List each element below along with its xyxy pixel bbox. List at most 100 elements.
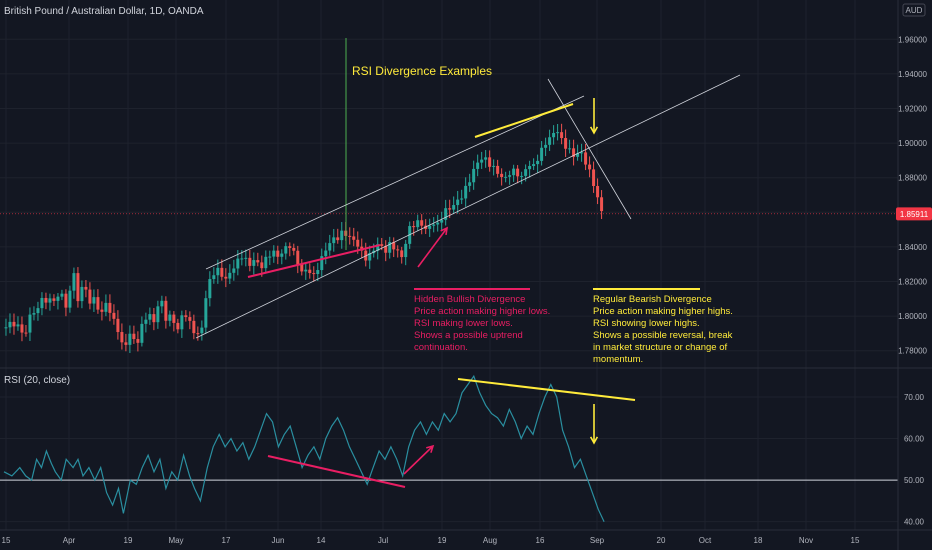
candle [396,245,400,258]
candle-body [36,308,40,314]
candle-body [492,165,496,167]
candle [168,310,172,327]
time-tick-label: Apr [63,536,76,545]
price-higher-lows-line [247,244,381,278]
candle-body [592,169,596,187]
candle-body [580,152,584,154]
candle [232,259,236,281]
candle [528,160,532,178]
candle-body [204,298,208,328]
candle [460,189,464,205]
candle-body [328,243,332,251]
candle [188,311,192,330]
candle-body [312,273,316,275]
candle [452,196,456,214]
candle [560,123,564,145]
candle-body [40,297,44,309]
candle-body [352,236,356,240]
last-price-badge: 1.85911 [896,207,932,221]
candle [60,289,64,301]
candle-body [16,324,20,327]
arrow-head [589,436,599,445]
candle-body [368,253,372,261]
candle-body [548,137,552,145]
candle [468,173,472,192]
candle-body [88,289,92,304]
candle [68,285,72,313]
candle [244,249,248,267]
candle-body [356,239,360,247]
candle [124,333,128,352]
candle-body [200,327,204,334]
candle-body [336,237,340,241]
candle [320,248,324,277]
time-tick-label: 15 [851,536,860,545]
candle-body [528,166,532,170]
candle-body [252,260,256,266]
candle-body [32,313,36,315]
candle [200,320,204,341]
candle [148,307,152,325]
candle-body [484,157,488,160]
arrow-head [426,444,435,453]
candle [304,263,308,280]
candle-body [300,264,304,272]
candle [264,250,268,273]
candle-body [56,296,60,301]
rsi-lower-lows-line [267,455,406,488]
bullish-note-line: Hidden Bullish Divergence [414,294,525,305]
candle-body [164,300,168,321]
arrow-head [440,226,448,236]
price-tick-label: 1.84000 [898,243,927,252]
candle [456,190,460,214]
candle [508,170,512,185]
candle [164,296,168,329]
candle [288,242,292,257]
candle [580,143,584,162]
candle [596,178,600,205]
candle-body [524,169,528,176]
price-candles[interactable] [4,123,604,354]
last-price-badge-bg [896,207,932,221]
candle [484,149,488,168]
candle-body [140,323,144,343]
price-higher-highs-line [474,103,574,138]
candle-body [176,322,180,330]
candle [268,250,272,266]
rsi-pane[interactable] [0,374,898,522]
candle-body [264,256,268,269]
candle [512,164,516,182]
candle [280,249,284,265]
candle-body [452,205,456,210]
candle [496,159,500,178]
candle [276,245,280,265]
candle-body [488,157,492,167]
candle [292,243,296,256]
time-tick-label: Aug [483,536,497,545]
candle-body [168,314,172,321]
candle-body [448,208,452,210]
candle [480,151,484,169]
candle [208,271,212,307]
candle-body [184,315,188,318]
candle [568,139,572,154]
candle-body [468,182,472,186]
candle-body [412,226,416,228]
candle-body [584,152,588,165]
candle-body [192,320,196,334]
candle-body [256,260,260,263]
candle [24,325,28,337]
candle-body [52,298,56,301]
candle-body [68,290,72,308]
candle-body [148,314,152,320]
candle-body [596,186,600,198]
candle-body [292,247,296,251]
candle-body [72,273,76,291]
candle-body [180,315,184,330]
candle-body [188,317,192,321]
candle-body [92,297,96,304]
candle [368,245,372,269]
candle [340,222,344,249]
candle-body [384,245,388,253]
